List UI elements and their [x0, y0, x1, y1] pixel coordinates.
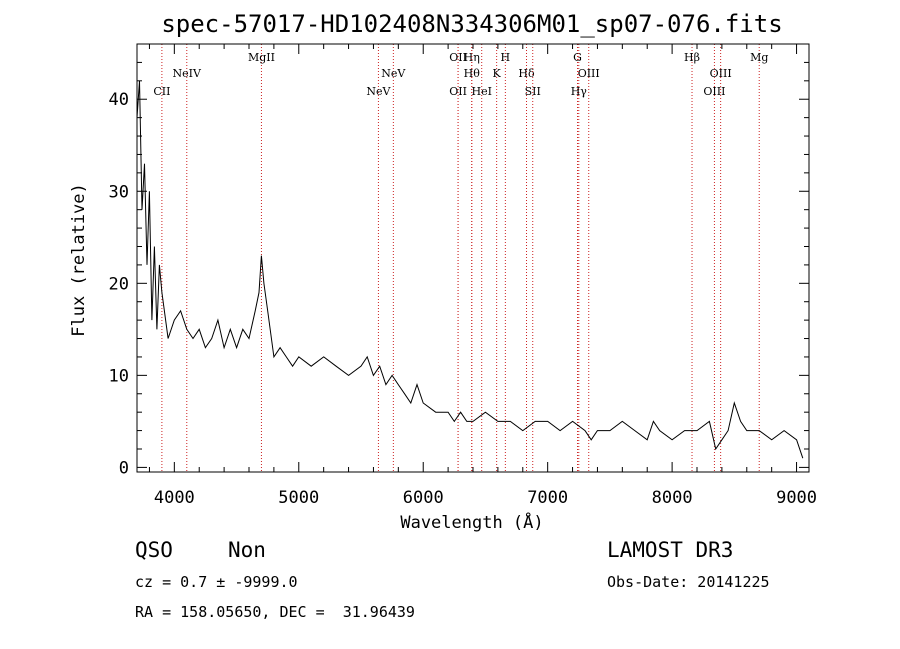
x-tick-label: 8000: [652, 488, 693, 508]
chart-title: spec-57017-HD102408N334306M01_sp07-076.f…: [161, 10, 782, 38]
emission-line-label: NeV: [366, 85, 391, 98]
redshift-cz: cz = 0.7 ± -9999.0: [135, 573, 298, 591]
x-tick-label: 6000: [403, 488, 444, 508]
emission-line-label: Hβ: [684, 51, 700, 64]
emission-line-label: CII: [153, 85, 170, 98]
emission-line-label: Hδ: [518, 67, 535, 80]
x-tick-label: 4000: [154, 488, 195, 508]
observation-date: Obs-Date: 20141225: [607, 573, 770, 591]
emission-line-label: MgII: [248, 51, 275, 64]
emission-line-label: HeI: [471, 85, 491, 98]
emission-line-label: SII: [525, 85, 541, 98]
y-tick-label: 30: [109, 182, 129, 202]
emission-line-markers: CIINeIVMgIINeVNeVOIIOIIHηHθHeIKHHδSIIGOI…: [153, 44, 768, 472]
emission-line-label: H: [501, 51, 511, 64]
x-tick-label: 7000: [527, 488, 568, 508]
emission-line-label: OIII: [710, 67, 732, 80]
emission-line-label: NeIV: [173, 67, 202, 80]
object-subclass: Non: [228, 538, 266, 562]
emission-line-label: OIII: [578, 67, 600, 80]
y-tick-label: 20: [109, 274, 129, 294]
emission-line-label: Hθ: [464, 67, 481, 80]
y-tick-label: 40: [109, 90, 129, 110]
emission-line-label: OII: [449, 85, 467, 98]
emission-line-label: OII: [449, 51, 467, 64]
emission-line-label: Hη: [464, 51, 480, 64]
coordinates: RA = 158.05650, DEC = 31.96439: [135, 603, 415, 621]
x-tick-label: 9000: [776, 488, 817, 508]
x-axis: 4000 5000 6000 7000 8000 9000: [148, 44, 817, 508]
emission-line-label: NeV: [381, 67, 406, 80]
x-tick-label: 5000: [278, 488, 319, 508]
plot-frame: [136, 43, 810, 473]
spectrum-series-line: [136, 80, 804, 459]
emission-line-label: Mg: [750, 51, 768, 64]
y-axis-label: Flux (relative): [69, 183, 89, 337]
y-tick-label: 0: [119, 458, 129, 478]
emission-line-label: G: [573, 51, 582, 64]
y-tick-label: 10: [109, 366, 129, 386]
emission-line-label: OIII: [703, 85, 725, 98]
object-class: QSO: [135, 538, 173, 562]
survey-name: LAMOST DR3: [607, 538, 734, 562]
x-axis-label: Wavelength (Å): [400, 511, 543, 533]
emission-line-label: K: [493, 67, 502, 80]
y-axis: 0 10 20 30 40: [109, 61, 809, 478]
emission-line-label: Hγ: [571, 85, 588, 98]
